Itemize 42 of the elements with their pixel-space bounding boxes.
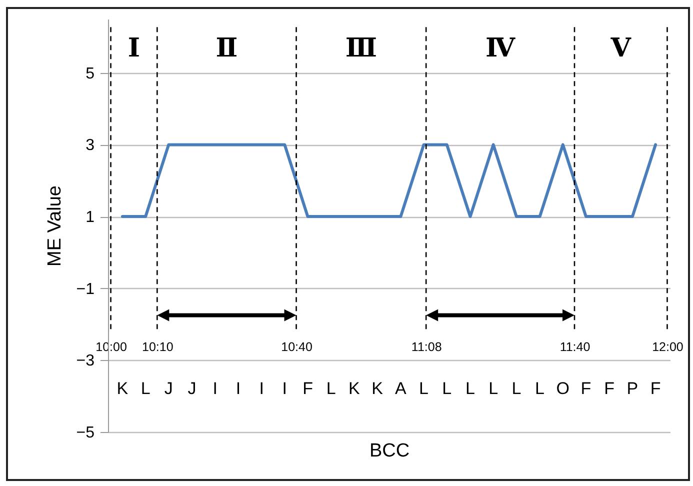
annotation: K — [372, 378, 384, 398]
annotation: L — [535, 378, 545, 398]
annotation: F — [302, 378, 313, 398]
annotation: F — [604, 378, 615, 398]
x-tick-label: 10:40 — [281, 340, 312, 354]
annotation: I — [259, 378, 264, 398]
annotation: L — [512, 378, 522, 398]
annotation: Ⅳ — [486, 34, 516, 63]
annotation: A — [395, 378, 408, 398]
annotation: J — [164, 378, 173, 398]
annotation: I — [212, 378, 218, 398]
annotation: I — [236, 378, 241, 398]
y-tick-label: −3 — [76, 352, 95, 370]
annotation: K — [116, 378, 129, 398]
annotation: F — [580, 378, 592, 398]
annotation: K — [348, 378, 361, 398]
annotation: L — [488, 378, 498, 398]
annotation: I — [282, 378, 288, 398]
annotation: Ⅴ — [610, 34, 632, 63]
y-tick-label: −1 — [76, 280, 95, 298]
annotation: P — [626, 378, 638, 398]
annotation: Ⅲ — [345, 34, 378, 63]
y-tick-label: 3 — [86, 137, 95, 154]
annotation: L — [140, 378, 150, 398]
x-tick-label: 10:10 — [142, 340, 174, 354]
x-axis-title: BCC — [369, 440, 410, 462]
y-tick-label: −5 — [76, 424, 95, 442]
y-tick-label: 1 — [86, 209, 95, 226]
x-tick-label: 11:08 — [411, 340, 442, 354]
annotation: L — [466, 378, 475, 398]
annotation: L — [442, 378, 452, 398]
annotation: L — [326, 378, 336, 398]
y-tick-label: 5 — [86, 65, 95, 82]
annotation: Ⅱ — [216, 34, 238, 63]
x-tick-label: 12:00 — [652, 340, 684, 354]
annotation: O — [556, 378, 570, 398]
annotation: L — [419, 378, 429, 398]
annotation: J — [188, 378, 196, 398]
annotation: F — [650, 378, 661, 398]
y-axis-title: ME Value — [44, 186, 66, 266]
x-tick-label: 11:40 — [560, 340, 590, 354]
annotation: Ⅰ — [128, 34, 140, 63]
